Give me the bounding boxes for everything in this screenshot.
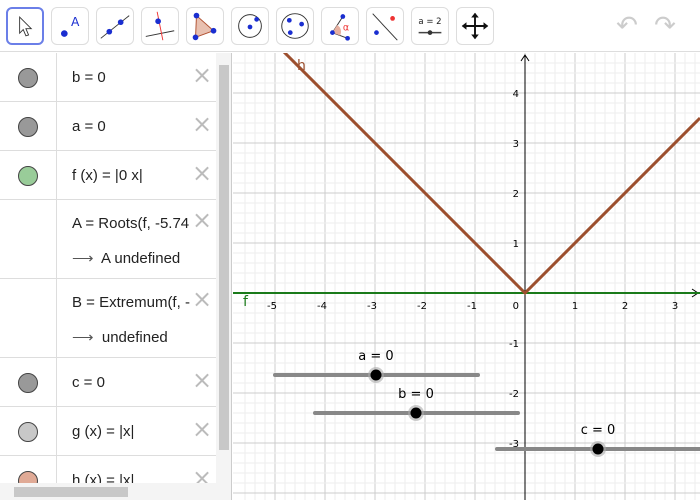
algebra-expression[interactable]: A = Roots(f, -5.74 xyxy=(72,215,190,232)
y-tick-label: 4 xyxy=(513,89,519,100)
algebra-row[interactable]: a = 0 × xyxy=(0,102,216,151)
y-tick-label: -3 xyxy=(509,439,519,450)
reflect-tool-button[interactable] xyxy=(366,7,404,45)
x-tick-label: 2 xyxy=(622,301,628,312)
delete-icon[interactable]: × xyxy=(192,206,213,234)
graph-canvas[interactable]: -5 -4 -3 -2 -1 1 2 3 4 3 2 1 -1 -2 -3 0 h f a = 0 b = 0 c = … xyxy=(233,6,700,500)
scroll-thumb[interactable] xyxy=(219,65,229,450)
algebra-row[interactable]: B = Extremum(f, - ⟶ undefined × xyxy=(0,279,216,358)
toolbar: A α a = 2 ↶ ↷ xyxy=(0,0,700,52)
point-tool-button[interactable]: A xyxy=(51,7,89,45)
slider-label: c = 0 xyxy=(581,423,616,438)
algebra-row[interactable]: b = 0 × xyxy=(0,53,216,102)
delete-icon[interactable]: × xyxy=(192,415,213,443)
line-tool-button[interactable] xyxy=(96,7,134,45)
function-f-label: f xyxy=(243,294,249,310)
slider-handle[interactable] xyxy=(370,369,382,381)
y-tick-label: -1 xyxy=(509,339,519,350)
slider-label: b = 0 xyxy=(398,387,434,402)
y-tick-label: -2 xyxy=(509,389,519,400)
y-tick-label: 3 xyxy=(513,139,519,150)
x-tick-label: -4 xyxy=(317,301,327,312)
x-tick-label: -1 xyxy=(467,301,477,312)
origin-label: 0 xyxy=(513,301,519,312)
vertical-scrollbar[interactable] xyxy=(216,53,231,500)
x-tick-label: -3 xyxy=(367,301,377,312)
visibility-toggle[interactable] xyxy=(0,279,57,357)
visibility-toggle[interactable] xyxy=(0,53,57,101)
horizontal-scrollbar[interactable] xyxy=(0,483,216,500)
x-tick-label: 1 xyxy=(572,301,578,312)
algebra-row[interactable]: c = 0 × xyxy=(0,358,216,407)
delete-icon[interactable]: × xyxy=(192,61,213,89)
angle-label: α xyxy=(343,23,349,34)
delete-icon[interactable]: × xyxy=(192,110,213,138)
slider-handle[interactable] xyxy=(410,407,422,419)
redo-button[interactable]: ↷ xyxy=(654,11,676,41)
circle-tool-button[interactable] xyxy=(231,7,269,45)
angle-tool-button[interactable]: α xyxy=(321,7,359,45)
move-tool-button[interactable] xyxy=(6,7,44,45)
algebra-view: b = 0 × a = 0 × f (x) = |0 x| × A = Roots(f, -… xyxy=(0,53,232,500)
slider-label: a = 0 xyxy=(358,349,393,364)
algebra-result: A undefined xyxy=(101,250,181,267)
polygon-tool-button[interactable] xyxy=(186,7,224,45)
visibility-toggle[interactable] xyxy=(0,407,57,455)
delete-icon[interactable]: × xyxy=(192,159,213,187)
slider-tool-label: a = 2 xyxy=(418,17,441,27)
algebra-expression[interactable]: b = 0 xyxy=(72,68,106,86)
function-h-graph xyxy=(238,6,700,296)
visibility-dot-icon[interactable] xyxy=(18,116,38,137)
graphics-view[interactable]: -5 -4 -3 -2 -1 1 2 3 4 3 2 1 -1 -2 -3 0 h f a = 0 b = 0 c = … xyxy=(233,6,700,500)
function-h-label: h xyxy=(297,58,306,74)
conic-tool-button[interactable] xyxy=(276,7,314,45)
visibility-toggle[interactable] xyxy=(0,151,57,199)
algebra-row[interactable]: f (x) = |0 x| × xyxy=(0,151,216,200)
visibility-dot-icon[interactable] xyxy=(18,165,38,186)
y-tick-label: 2 xyxy=(513,189,519,200)
visibility-toggle[interactable] xyxy=(0,102,57,150)
delete-icon[interactable]: × xyxy=(192,366,213,394)
visibility-dot-icon[interactable] xyxy=(18,67,38,88)
move-graphics-tool-button[interactable] xyxy=(456,7,494,45)
y-tick-label: 1 xyxy=(513,239,519,250)
visibility-dot-icon[interactable] xyxy=(18,421,38,442)
perpendicular-line-tool-button[interactable] xyxy=(141,7,179,45)
x-tick-label: -5 xyxy=(267,301,277,312)
axis-arrow-icon xyxy=(520,54,699,298)
arrow-icon: ⟶ xyxy=(72,250,94,267)
visibility-dot-icon[interactable] xyxy=(18,372,38,393)
algebra-expression[interactable]: g (x) = |x| xyxy=(72,422,135,440)
algebra-row[interactable]: A = Roots(f, -5.74 ⟶ A undefined × xyxy=(0,200,216,279)
delete-icon[interactable]: × xyxy=(192,285,213,313)
algebra-expression[interactable]: a = 0 xyxy=(72,117,106,135)
x-tick-label: -2 xyxy=(417,301,427,312)
point-label: A xyxy=(71,15,80,29)
visibility-toggle[interactable] xyxy=(0,358,57,406)
slider-tool-button[interactable]: a = 2 xyxy=(411,7,449,45)
algebra-expression[interactable]: c = 0 xyxy=(72,373,105,391)
visibility-toggle[interactable] xyxy=(0,200,57,278)
undo-button[interactable]: ↶ xyxy=(616,11,638,41)
slider-handle[interactable] xyxy=(592,443,604,455)
arrow-icon: ⟶ xyxy=(72,329,94,346)
x-tick-label: 3 xyxy=(672,301,678,312)
algebra-expression[interactable]: B = Extremum(f, - xyxy=(72,294,190,311)
scroll-thumb[interactable] xyxy=(14,487,128,497)
algebra-row[interactable]: g (x) = |x| × xyxy=(0,407,216,456)
algebra-result: undefined xyxy=(101,329,168,346)
algebra-expression[interactable]: f (x) = |0 x| xyxy=(72,166,143,184)
